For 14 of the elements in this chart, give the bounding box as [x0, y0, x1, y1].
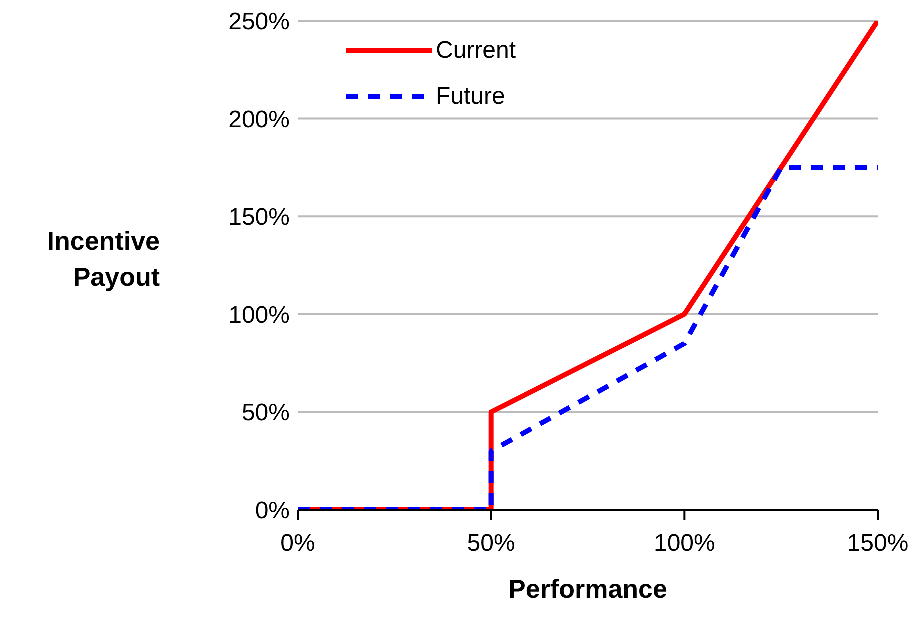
- y-tick-label: 250%: [228, 8, 290, 36]
- x-tick-label: 100%: [654, 530, 716, 558]
- legend-label: Future: [436, 83, 506, 111]
- x-tick-label: 150%: [847, 530, 909, 558]
- y-tick-label: 50%: [242, 400, 290, 427]
- x-axis-title: Performance: [508, 574, 668, 604]
- legend-label: Current: [436, 37, 516, 65]
- x-tick-label: 50%: [467, 530, 516, 558]
- y-tick-label: 0%: [255, 498, 290, 525]
- y-axis-title: Incentive Payout: [46, 225, 160, 294]
- y-tick-label: 100%: [228, 302, 290, 329]
- y-tick-label: 150%: [228, 204, 290, 232]
- y-tick-label: 200%: [228, 106, 290, 134]
- x-tick-label: 0%: [280, 530, 316, 558]
